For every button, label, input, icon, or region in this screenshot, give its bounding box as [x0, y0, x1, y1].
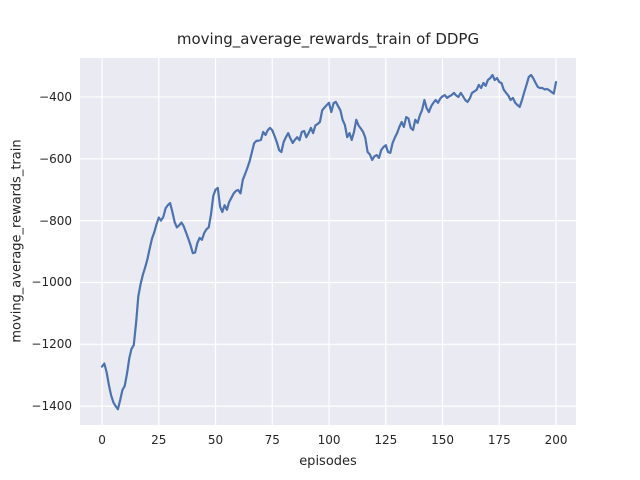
x-tick-label: 200 — [544, 433, 568, 447]
x-tick-label: 50 — [207, 433, 224, 447]
y-tick-label: −800 — [39, 213, 72, 228]
plot-svg — [80, 58, 576, 425]
x-tick-label: 0 — [98, 433, 106, 447]
x-tick-label: 175 — [487, 433, 511, 447]
y-axis-label: moving_average_rewards_train — [9, 139, 25, 343]
x-tick-label: 75 — [264, 433, 280, 447]
x-tick-label: 100 — [317, 433, 341, 447]
y-tick-label: −1000 — [31, 275, 72, 290]
chart-title: moving_average_rewards_train of DDPG — [176, 30, 480, 48]
x-tick-label: 25 — [151, 433, 167, 447]
x-tick-label: 125 — [374, 433, 398, 447]
y-tick-label: −1400 — [31, 399, 72, 414]
y-tick-label: −600 — [39, 151, 72, 166]
series-line — [100, 73, 558, 411]
x-axis-label: episodes — [299, 454, 357, 469]
plot-area — [80, 58, 576, 425]
x-tick-label: 150 — [431, 433, 454, 447]
y-tick-label: −1200 — [31, 337, 72, 352]
y-tick-label: −400 — [39, 89, 72, 104]
